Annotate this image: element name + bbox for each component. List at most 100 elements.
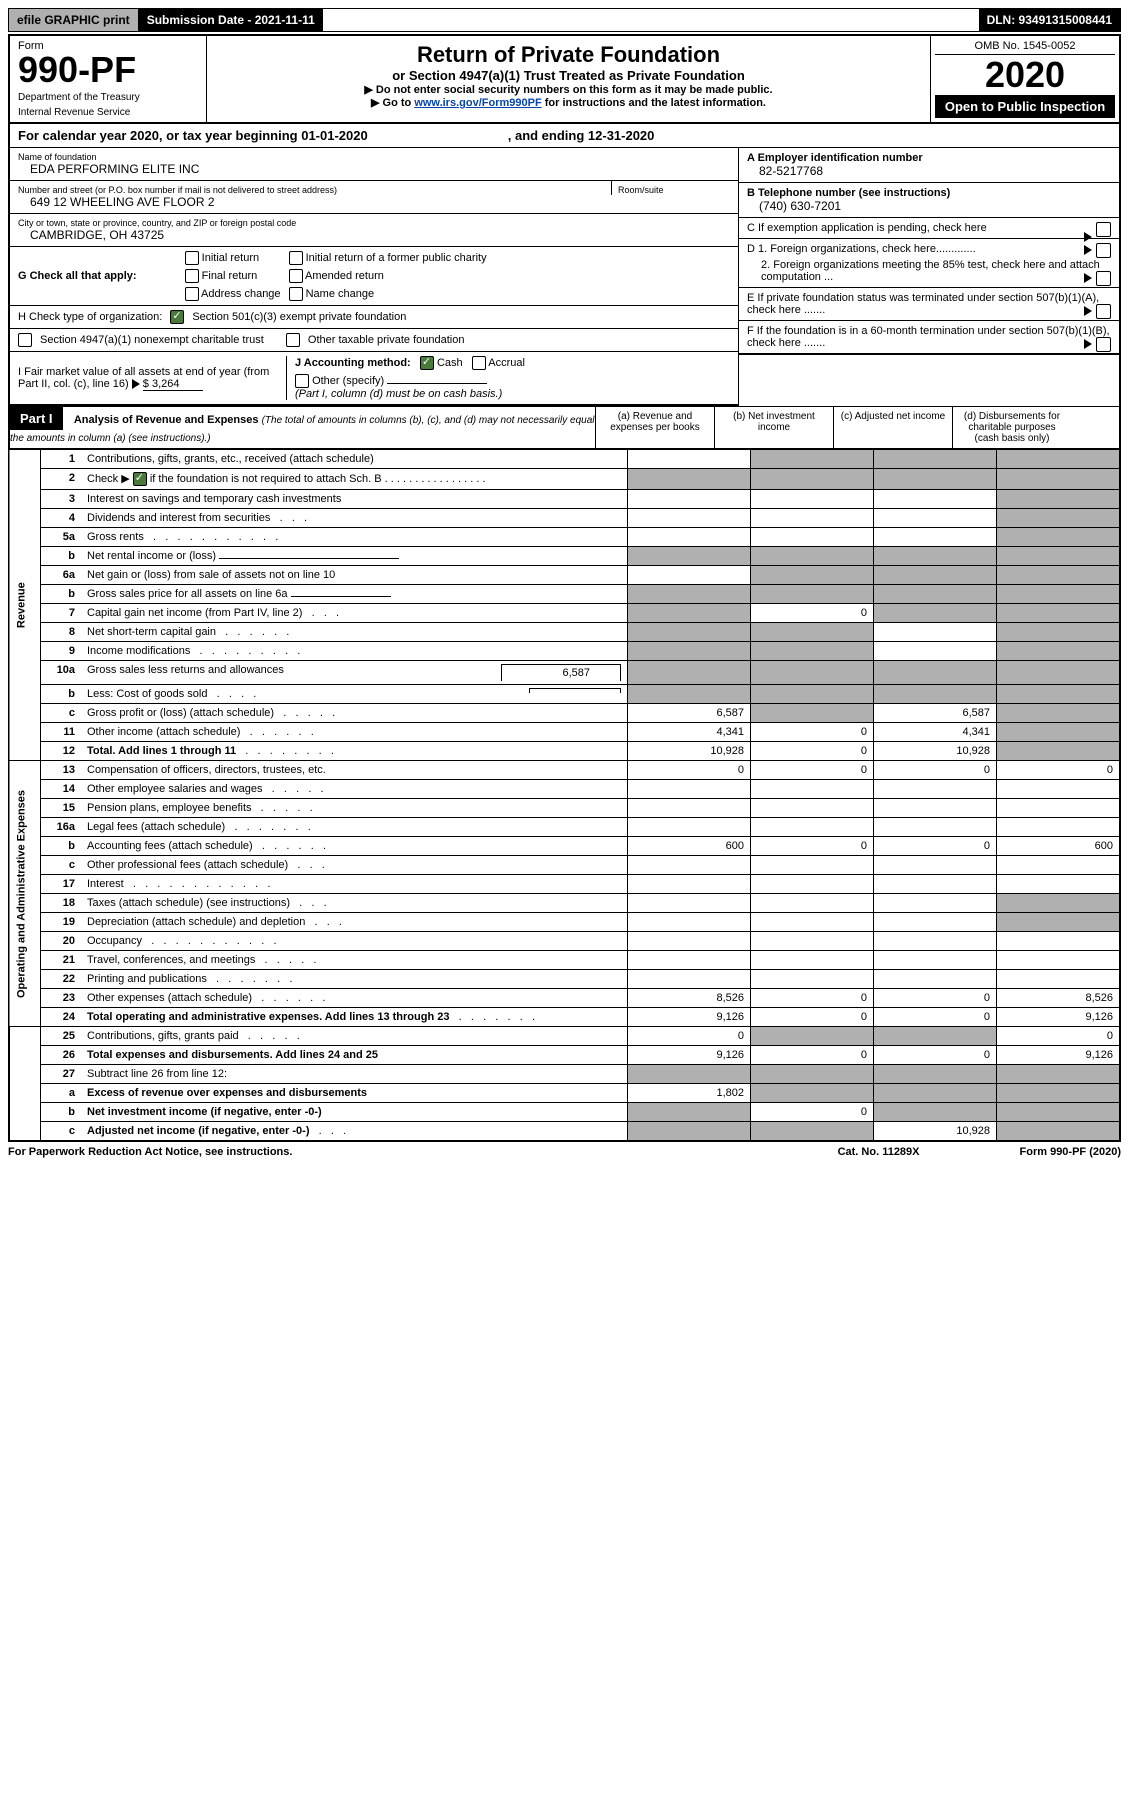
submission-date: Submission Date - 2021-11-11 [139,9,323,31]
val-13d: 0 [997,761,1121,780]
table-row: 8Net short-term capital gain . . . . . . [9,623,1120,642]
row-1: Contributions, gifts, grants, etc., rece… [81,450,628,469]
j-cash: Cash [437,357,463,369]
line-5b-input [219,558,399,559]
row-15: Pension plans, employee benefits [87,802,252,814]
j-note: (Part I, column (d) must be on cash basi… [295,388,730,400]
col-c-header: (c) Adjusted net income [833,407,952,448]
d1-label: D 1. Foreign organizations, check here..… [747,243,976,255]
row-26: Total expenses and disbursements. Add li… [87,1049,378,1061]
table-row: 2Check ▶ if the foundation is not requir… [9,469,1120,490]
section-h: H Check type of organization: Section 50… [10,306,738,329]
j-label: J Accounting method: [295,357,411,369]
note-pre: ▶ Go to [371,97,414,109]
addr-label: Number and street (or P.O. box number if… [18,185,603,195]
checkbox-initial[interactable] [185,251,199,265]
val-16b-a: 600 [628,837,751,856]
entity-info: Name of foundation EDA PERFORMING ELITE … [8,148,1121,406]
checkbox-501c3[interactable] [170,310,184,324]
footer-right: Form 990-PF (2020) [1020,1146,1121,1158]
h-4947: Section 4947(a)(1) nonexempt charitable … [40,334,264,346]
checkbox-cash[interactable] [420,356,434,370]
tax-year: 2020 [935,55,1115,95]
checkbox-c[interactable] [1096,222,1111,237]
b-label: B Telephone number (see instructions) [747,187,950,199]
table-row: 16aLegal fees (attach schedule) . . . . … [9,818,1120,837]
row-25: Contributions, gifts, grants paid [87,1030,239,1042]
table-row: bAccounting fees (attach schedule) . . .… [9,837,1120,856]
checkbox-other-taxable[interactable] [286,333,300,347]
footer-center: Cat. No. 11289X [838,1146,920,1158]
checkbox-accrual[interactable] [472,356,486,370]
checkbox-name[interactable] [289,287,303,301]
val-12b: 0 [751,742,874,761]
irs: Internal Revenue Service [18,107,198,118]
checkbox-final[interactable] [185,269,199,283]
city-label: City or town, state or province, country… [18,218,730,228]
table-row: bNet rental income or (loss) [9,547,1120,566]
foundation-name: EDA PERFORMING ELITE INC [18,162,730,176]
col-d-header: (d) Disbursements for charitable purpose… [952,407,1071,448]
name-label: Name of foundation [18,152,730,162]
checkbox-schb[interactable] [133,472,147,486]
checkbox-f[interactable] [1096,337,1111,352]
row-4: Dividends and interest from securities [87,512,270,524]
efile-button[interactable]: efile GRAPHIC print [9,9,139,31]
table-row: 25Contributions, gifts, grants paid . . … [9,1027,1120,1046]
j-other: Other (specify) [312,375,384,387]
checkbox-4947[interactable] [18,333,32,347]
city-state-zip: CAMBRIDGE, OH 43725 [18,228,730,242]
i-value: $ 3,264 [143,378,203,391]
d2-label: 2. Foreign organizations meeting the 85%… [761,259,1100,283]
checkbox-other-method[interactable] [295,374,309,388]
checkbox-address[interactable] [185,287,199,301]
checkbox-amended[interactable] [289,269,303,283]
val-24d: 9,126 [997,1008,1121,1027]
val-26a: 9,126 [628,1046,751,1065]
note-post: for instructions and the latest informat… [542,97,766,109]
val-24c: 0 [874,1008,997,1027]
table-row: Revenue 1Contributions, gifts, grants, e… [9,450,1120,469]
table-row: 19Depreciation (attach schedule) and dep… [9,913,1120,932]
calyear-begin: For calendar year 2020, or tax year begi… [18,128,368,143]
expenses-label: Operating and Administrative Expenses [9,761,41,1027]
h-label: H Check type of organization: [18,311,162,323]
row-7: Capital gain net income (from Part IV, l… [87,607,302,619]
checkbox-d2[interactable] [1096,271,1111,286]
val-11a: 4,341 [628,723,751,742]
e-label: E If private foundation status was termi… [747,292,1099,316]
row-5b: Net rental income or (loss) [87,550,216,562]
row-12: Total. Add lines 1 through 11 [87,745,236,757]
row-23: Other expenses (attach schedule) [87,992,252,1004]
row-16a: Legal fees (attach schedule) [87,821,225,833]
val-25a: 0 [628,1027,751,1046]
omb-number: OMB No. 1545-0052 [935,40,1115,55]
table-row: 9Income modifications . . . . . . . . . [9,642,1120,661]
g-amended: Amended return [305,270,384,282]
a-label: A Employer identification number [747,152,923,164]
top-bar: efile GRAPHIC print Submission Date - 20… [8,8,1121,32]
row-27c: Adjusted net income (if negative, enter … [87,1125,309,1137]
f-label: F If the foundation is in a 60-month ter… [747,325,1110,349]
checkbox-d1[interactable] [1096,243,1111,258]
val-7b: 0 [751,604,874,623]
street-address: 649 12 WHEELING AVE FLOOR 2 [18,195,603,209]
part1-table: Revenue 1Contributions, gifts, grants, e… [8,449,1121,1142]
arrow-icon [1084,306,1092,316]
room-label: Room/suite [618,185,738,195]
section-g: G Check all that apply: Initial return F… [10,247,738,306]
table-row: bNet investment income (if negative, ent… [9,1103,1120,1122]
table-row: 26Total expenses and disbursements. Add … [9,1046,1120,1065]
irs-link[interactable]: www.irs.gov/Form990PF [414,97,541,109]
table-row: 12Total. Add lines 1 through 11 . . . . … [9,742,1120,761]
note-ssn: ▶ Do not enter social security numbers o… [213,83,924,96]
telephone: (740) 630-7201 [747,199,1111,213]
checkbox-initial-former[interactable] [289,251,303,265]
val-24b: 0 [751,1008,874,1027]
dept-treasury: Department of the Treasury [18,92,198,103]
val-11c: 4,341 [874,723,997,742]
form-title: Return of Private Foundation [213,42,924,68]
checkbox-e[interactable] [1096,304,1111,319]
g-name: Name change [306,288,375,300]
val-27a: 1,802 [628,1084,751,1103]
